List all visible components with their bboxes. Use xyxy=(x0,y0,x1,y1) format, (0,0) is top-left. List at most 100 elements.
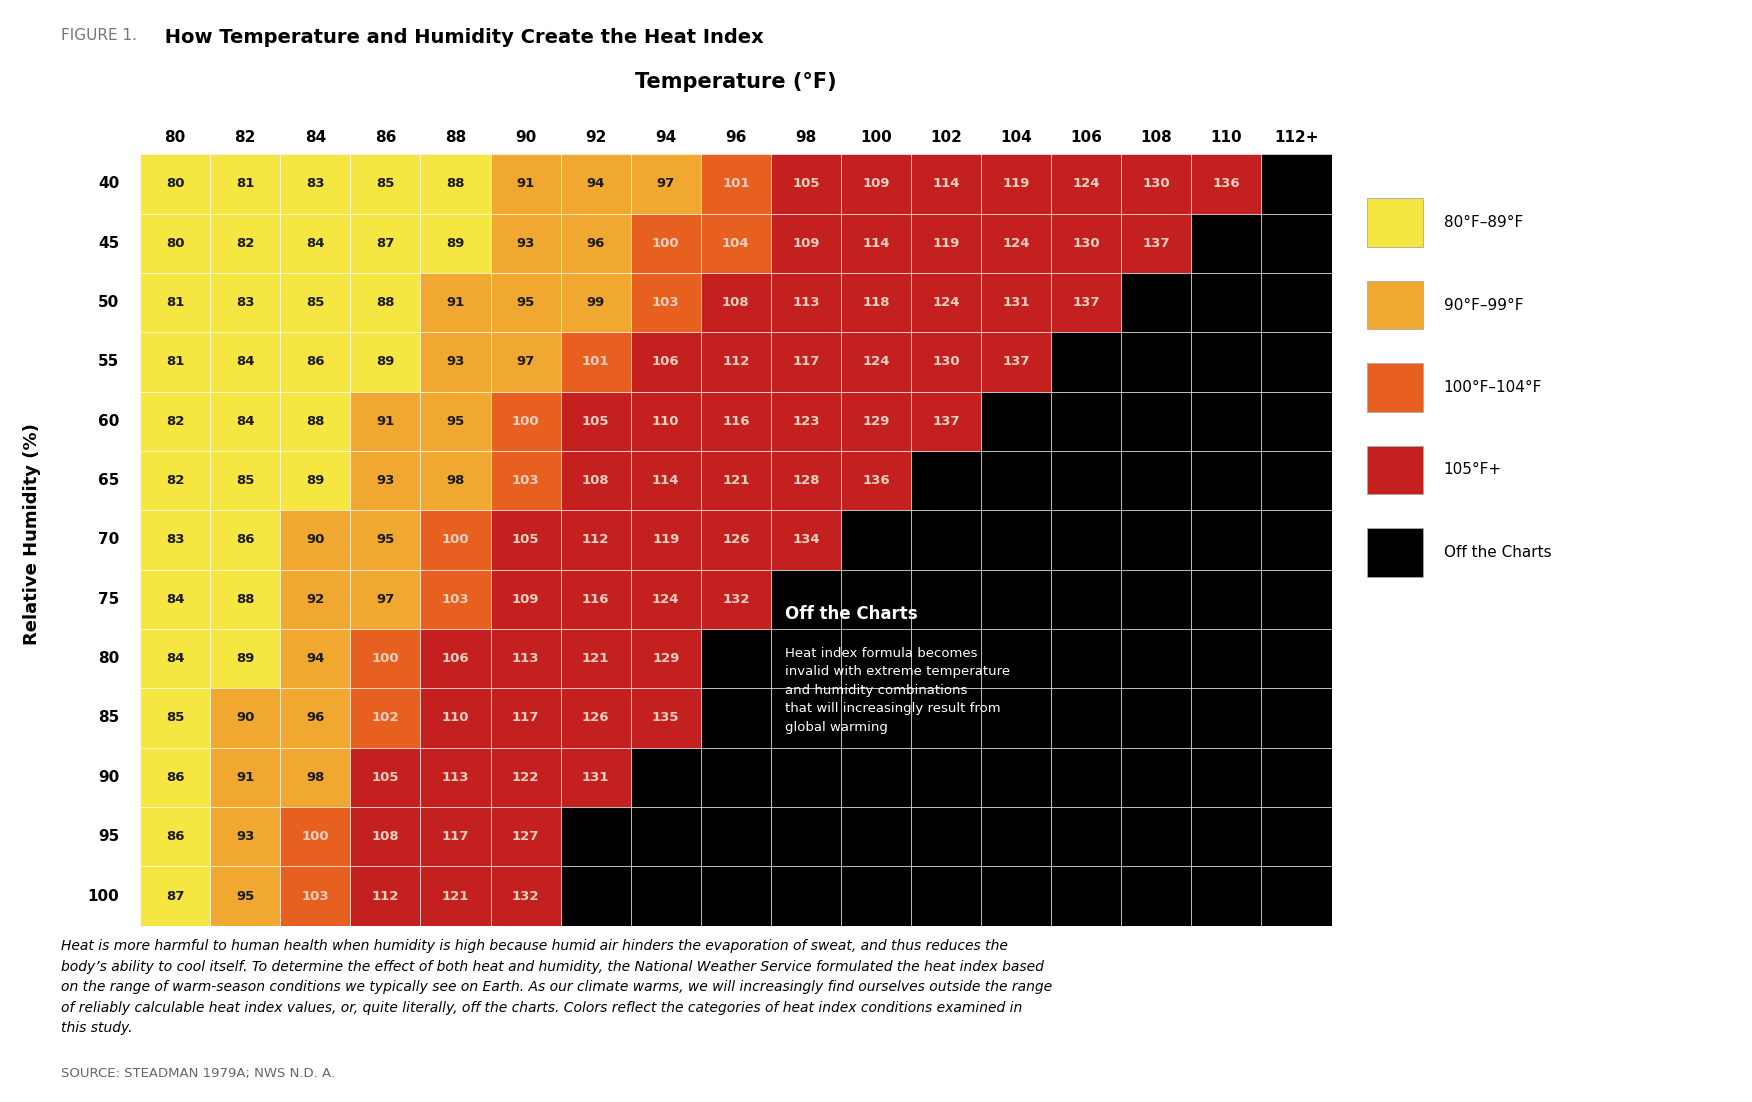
Bar xyxy=(1051,510,1121,570)
Bar xyxy=(1051,807,1121,866)
Bar xyxy=(210,214,280,273)
Bar xyxy=(1191,570,1261,629)
Text: 117: 117 xyxy=(512,712,540,724)
Text: 100: 100 xyxy=(512,414,540,428)
Bar xyxy=(771,510,841,570)
Text: 93: 93 xyxy=(517,237,534,250)
Bar xyxy=(771,747,841,807)
Bar xyxy=(701,747,771,807)
Text: 85: 85 xyxy=(166,712,184,724)
Bar xyxy=(701,866,771,926)
Bar xyxy=(911,866,981,926)
Text: 89: 89 xyxy=(447,237,464,250)
Text: 97: 97 xyxy=(377,593,394,606)
Text: 113: 113 xyxy=(512,652,540,666)
Bar xyxy=(911,333,981,391)
Bar xyxy=(1121,866,1191,926)
Text: 110: 110 xyxy=(442,712,470,724)
Bar xyxy=(1261,333,1332,391)
Text: 50: 50 xyxy=(98,295,119,310)
Bar xyxy=(1191,154,1261,214)
Text: 90°F–99°F: 90°F–99°F xyxy=(1444,298,1522,313)
Bar xyxy=(350,214,420,273)
Bar xyxy=(1261,629,1332,689)
Bar xyxy=(491,333,561,391)
Bar xyxy=(1121,391,1191,451)
Text: 101: 101 xyxy=(722,177,750,191)
Text: 88: 88 xyxy=(307,414,324,428)
Text: 98: 98 xyxy=(447,474,464,487)
Text: 100: 100 xyxy=(88,888,119,904)
Bar xyxy=(771,689,841,747)
Text: 106: 106 xyxy=(1070,130,1102,145)
Text: 81: 81 xyxy=(237,177,254,191)
Text: 95: 95 xyxy=(377,533,394,547)
Bar xyxy=(1121,747,1191,807)
Text: SOURCE: STEADMAN 1979A; NWS N.D. A.: SOURCE: STEADMAN 1979A; NWS N.D. A. xyxy=(61,1067,335,1080)
Text: 90: 90 xyxy=(307,533,324,547)
Text: 89: 89 xyxy=(237,652,254,666)
Text: 88: 88 xyxy=(237,593,254,606)
Bar xyxy=(1121,629,1191,689)
Bar xyxy=(911,570,981,629)
Bar xyxy=(350,333,420,391)
Bar xyxy=(1051,333,1121,391)
Bar xyxy=(1051,689,1121,747)
Bar xyxy=(1051,273,1121,333)
Text: 88: 88 xyxy=(447,177,464,191)
Text: 93: 93 xyxy=(447,356,464,368)
Bar xyxy=(631,214,701,273)
Text: 70: 70 xyxy=(98,532,119,548)
Text: 110: 110 xyxy=(1211,130,1242,145)
Bar xyxy=(981,570,1051,629)
Bar xyxy=(771,629,841,689)
Bar xyxy=(701,451,771,510)
Text: 121: 121 xyxy=(442,889,470,903)
Bar xyxy=(210,689,280,747)
Text: 81: 81 xyxy=(166,296,184,310)
Bar xyxy=(420,689,491,747)
Text: 118: 118 xyxy=(862,296,890,310)
Text: Off the Charts: Off the Charts xyxy=(785,605,918,623)
Text: 110: 110 xyxy=(652,414,680,428)
Bar xyxy=(1191,747,1261,807)
Bar xyxy=(1191,510,1261,570)
Text: 91: 91 xyxy=(447,296,464,310)
Bar xyxy=(280,333,350,391)
Text: 105°F+: 105°F+ xyxy=(1444,463,1501,477)
Text: 112: 112 xyxy=(582,533,610,547)
Bar xyxy=(1261,451,1332,510)
Text: 92: 92 xyxy=(585,130,606,145)
Text: 93: 93 xyxy=(377,474,394,487)
Bar xyxy=(561,807,631,866)
Bar xyxy=(561,866,631,926)
Text: 131: 131 xyxy=(582,770,610,784)
Text: 109: 109 xyxy=(792,237,820,250)
Bar xyxy=(280,214,350,273)
Text: 135: 135 xyxy=(652,712,680,724)
Bar xyxy=(280,689,350,747)
Text: 100: 100 xyxy=(371,652,399,666)
Text: 122: 122 xyxy=(512,770,540,784)
Text: 99: 99 xyxy=(587,296,604,310)
Bar xyxy=(210,747,280,807)
Bar xyxy=(1261,391,1332,451)
Bar xyxy=(561,391,631,451)
Bar xyxy=(491,629,561,689)
Bar xyxy=(981,510,1051,570)
Bar xyxy=(631,333,701,391)
Bar xyxy=(280,391,350,451)
Bar xyxy=(1121,689,1191,747)
Bar xyxy=(911,629,981,689)
Bar xyxy=(210,570,280,629)
Bar xyxy=(1051,154,1121,214)
Text: 131: 131 xyxy=(1002,296,1030,310)
Text: 104: 104 xyxy=(722,237,750,250)
Bar xyxy=(631,807,701,866)
Bar xyxy=(210,154,280,214)
Bar xyxy=(771,273,841,333)
Bar xyxy=(140,629,210,689)
Bar xyxy=(771,154,841,214)
Bar xyxy=(701,154,771,214)
Text: 137: 137 xyxy=(1072,296,1100,310)
